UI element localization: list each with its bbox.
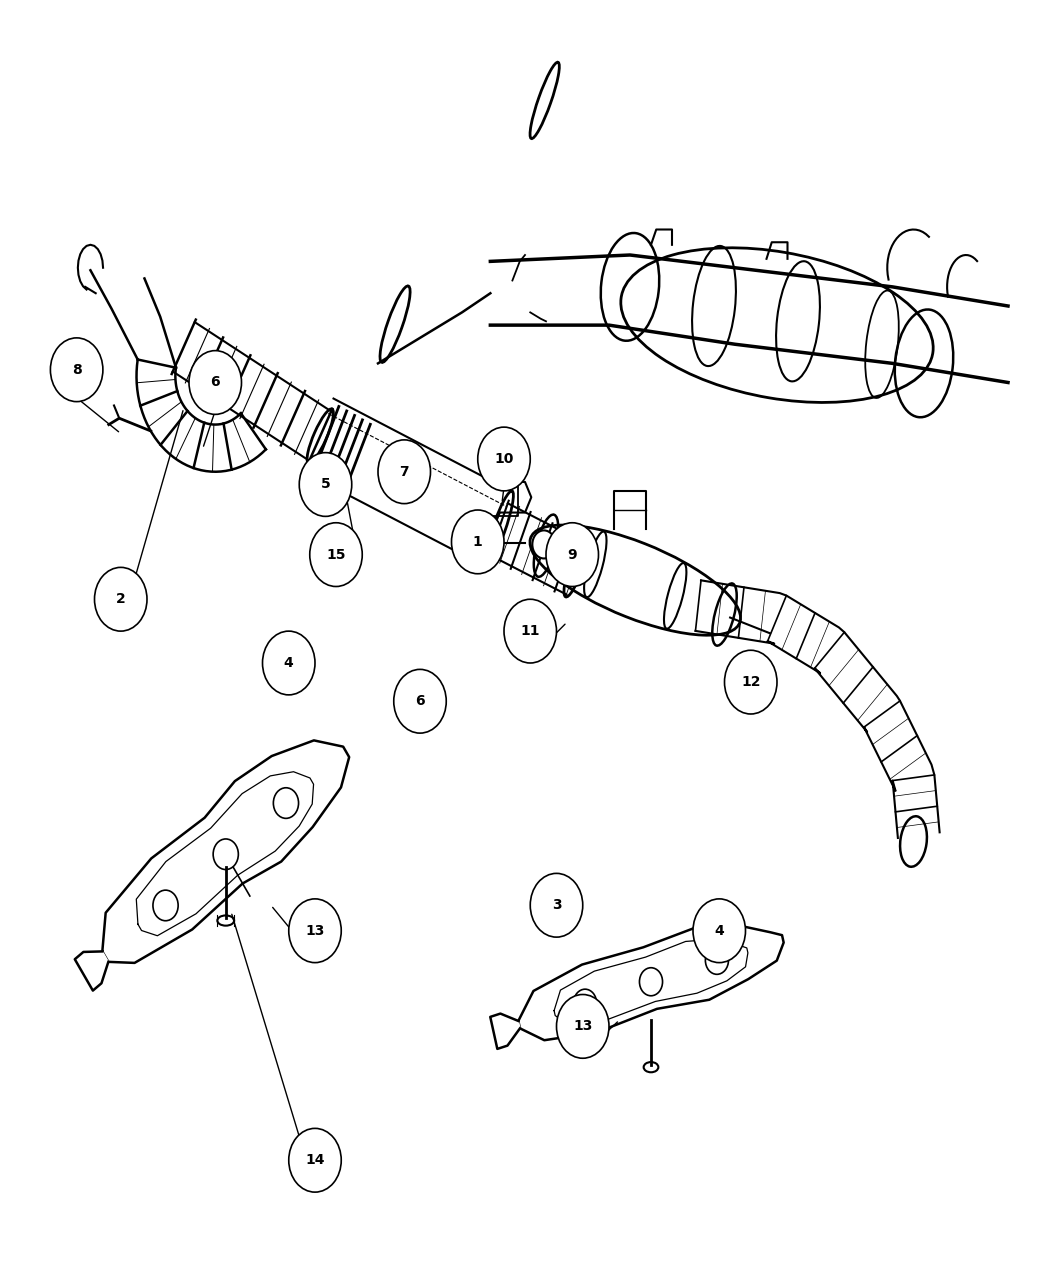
Circle shape xyxy=(394,669,446,733)
Text: 5: 5 xyxy=(320,478,331,491)
Circle shape xyxy=(532,530,555,558)
Circle shape xyxy=(556,994,609,1058)
Circle shape xyxy=(546,523,598,586)
Text: 4: 4 xyxy=(284,657,294,669)
Text: 15: 15 xyxy=(327,548,345,561)
Text: 12: 12 xyxy=(741,676,760,688)
Text: 6: 6 xyxy=(210,376,220,389)
Circle shape xyxy=(530,873,583,937)
Text: 13: 13 xyxy=(573,1020,592,1033)
Circle shape xyxy=(693,899,745,963)
Polygon shape xyxy=(102,741,350,963)
Circle shape xyxy=(504,599,556,663)
Circle shape xyxy=(478,427,530,491)
Circle shape xyxy=(310,523,362,586)
Circle shape xyxy=(706,946,729,974)
Circle shape xyxy=(273,788,298,819)
Text: 4: 4 xyxy=(714,924,724,937)
Circle shape xyxy=(573,989,596,1017)
Circle shape xyxy=(724,650,777,714)
Circle shape xyxy=(549,539,572,567)
Text: 10: 10 xyxy=(495,453,513,465)
Circle shape xyxy=(213,839,238,870)
Text: 3: 3 xyxy=(551,899,562,912)
Text: 7: 7 xyxy=(399,465,410,478)
Circle shape xyxy=(289,1128,341,1192)
Text: 14: 14 xyxy=(306,1154,324,1167)
Circle shape xyxy=(289,899,341,963)
Text: 6: 6 xyxy=(415,695,425,708)
Polygon shape xyxy=(490,1014,520,1049)
Text: 9: 9 xyxy=(567,548,578,561)
Circle shape xyxy=(452,510,504,574)
Circle shape xyxy=(299,453,352,516)
Text: 1: 1 xyxy=(472,536,483,548)
Circle shape xyxy=(189,351,242,414)
Circle shape xyxy=(378,440,430,504)
Text: 2: 2 xyxy=(116,593,126,606)
Polygon shape xyxy=(75,951,108,991)
Text: 8: 8 xyxy=(71,363,82,376)
Text: 11: 11 xyxy=(521,625,540,638)
Circle shape xyxy=(262,631,315,695)
Circle shape xyxy=(94,567,147,631)
Polygon shape xyxy=(519,924,783,1040)
Circle shape xyxy=(639,968,663,996)
Circle shape xyxy=(50,338,103,402)
Text: 13: 13 xyxy=(306,924,324,937)
Circle shape xyxy=(153,890,178,921)
